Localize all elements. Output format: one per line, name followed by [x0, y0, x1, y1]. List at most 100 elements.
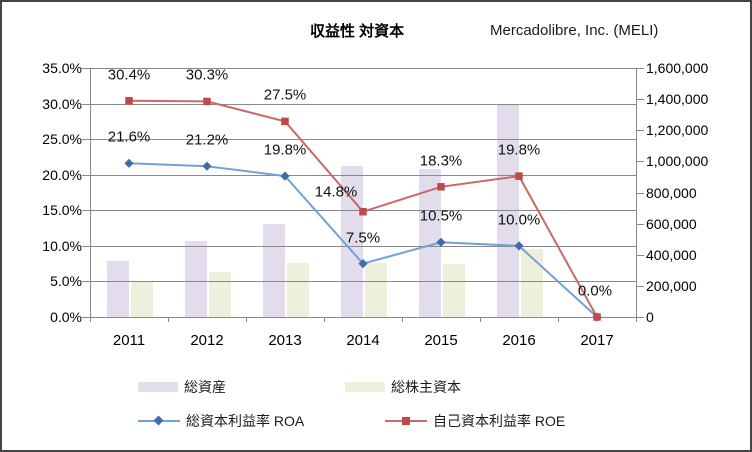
- y-axis-left-tick-label: 15.0%: [42, 202, 82, 218]
- legend-label-shareholders-equity: 総株主資本: [391, 379, 461, 395]
- y-axis-left-tick-label: 5.0%: [50, 273, 82, 289]
- y-axis-right-tick: [636, 130, 644, 131]
- legend-item-shareholders-equity[interactable]: 総株主資本: [345, 379, 461, 395]
- bar-total-assets[interactable]: [185, 241, 207, 317]
- y-axis-right-tick-label: 400,000: [646, 247, 697, 263]
- grid-line: [90, 175, 636, 176]
- roe-marker[interactable]: [203, 97, 211, 106]
- line-series-layer: [124, 96, 602, 322]
- data-label: 0.0%: [577, 282, 613, 300]
- y-axis-right-tick: [636, 224, 644, 225]
- y-axis-right-tick-label: 1,400,000: [646, 91, 709, 107]
- roe-marker[interactable]: [593, 313, 601, 321]
- x-axis-tick: [168, 317, 169, 322]
- shareholders-equity-swatch-icon: [345, 382, 385, 392]
- data-label: 30.4%: [107, 66, 151, 84]
- bar-shareholders-equity[interactable]: [365, 263, 387, 317]
- bar-total-assets[interactable]: [341, 166, 363, 317]
- y-axis-right-tick: [636, 193, 644, 194]
- bar-shareholders-equity[interactable]: [521, 249, 543, 317]
- y-axis-right-tick: [636, 317, 644, 318]
- bar-shareholders-equity[interactable]: [131, 282, 153, 317]
- roe-marker[interactable]: [281, 117, 289, 126]
- bar-total-assets[interactable]: [263, 224, 285, 317]
- total-assets-swatch-icon: [138, 382, 178, 392]
- bar-shareholders-equity[interactable]: [209, 272, 231, 317]
- roa-marker[interactable]: [280, 171, 290, 181]
- y-axis-left-tick: [82, 281, 90, 282]
- y-axis-left-tick: [82, 175, 90, 176]
- y-axis-right-tick-label: 1,600,000: [646, 60, 709, 76]
- data-label: 19.8%: [497, 141, 541, 159]
- roe-marker[interactable]: [515, 172, 523, 180]
- y-axis-right-tick: [636, 286, 644, 287]
- legend-item-roe[interactable]: 自己資本利益率 ROE: [385, 413, 565, 429]
- y-axis-left-tick-label: 35.0%: [42, 60, 82, 76]
- y-axis-right-tick-label: 600,000: [646, 216, 697, 232]
- roe-line-swatch-icon: [385, 415, 427, 427]
- y-axis-right-tick-label: 800,000: [646, 185, 697, 201]
- bar-shareholders-equity[interactable]: [443, 264, 465, 317]
- data-label: 27.5%: [263, 86, 307, 104]
- x-axis-tick-label: 2016: [502, 332, 536, 349]
- y-axis-right-tick-label: 0: [646, 309, 654, 325]
- grid-line: [90, 317, 636, 318]
- bar-total-assets[interactable]: [107, 261, 129, 317]
- y-axis-left-tick: [82, 68, 90, 69]
- x-axis-tick-label: 2011: [112, 332, 146, 349]
- y-axis-left-tick: [82, 246, 90, 247]
- y-axis-right-tick: [636, 68, 644, 69]
- roe-marker[interactable]: [359, 207, 367, 216]
- legend-label-roe: 自己資本利益率 ROE: [433, 413, 566, 429]
- data-label: 10.5%: [419, 207, 463, 225]
- y-axis-right-tick-label: 1,000,000: [646, 153, 709, 169]
- legend-item-total-assets[interactable]: 総資産: [138, 379, 226, 395]
- bar-shareholders-equity[interactable]: [287, 263, 309, 317]
- y-axis-right-tick: [636, 161, 644, 162]
- legend-label-roa: 総資本利益率 ROA: [186, 413, 305, 429]
- grid-line: [90, 139, 636, 140]
- y-axis-right-tick-label: 1,200,000: [646, 122, 709, 138]
- x-axis-tick: [480, 317, 481, 322]
- legend-item-roa[interactable]: 総資本利益率 ROA: [138, 413, 304, 429]
- grid-line: [90, 68, 636, 69]
- roa-marker[interactable]: [436, 237, 446, 247]
- grid-line: [90, 281, 636, 282]
- y-axis-left-line: [90, 68, 91, 318]
- x-axis-tick-label: 2015: [424, 332, 458, 349]
- grid-line: [90, 246, 636, 247]
- y-axis-left-tick: [82, 104, 90, 105]
- x-axis-tick-label: 2014: [346, 332, 380, 349]
- roe-marker[interactable]: [125, 96, 133, 105]
- y-axis-left-tick-label: 30.0%: [42, 96, 82, 112]
- y-axis-left-tick: [82, 317, 90, 318]
- grid-line: [90, 104, 636, 105]
- chart-subtitle: Mercadolibre, Inc. (MELI): [490, 22, 659, 39]
- bar-total-assets[interactable]: [497, 105, 519, 317]
- y-axis-left-tick-label: 20.0%: [42, 167, 82, 183]
- y-axis-left-tick: [82, 210, 90, 211]
- x-axis-tick: [636, 317, 637, 322]
- x-axis-tick: [90, 317, 91, 322]
- data-label: 19.8%: [263, 141, 307, 159]
- roa-marker[interactable]: [124, 158, 134, 168]
- data-label: 18.3%: [419, 152, 463, 170]
- roa-marker[interactable]: [514, 241, 524, 251]
- data-label: 10.0%: [497, 211, 541, 229]
- y-axis-right-tick-label: 200,000: [646, 278, 697, 294]
- roa-marker[interactable]: [202, 161, 212, 171]
- roe-marker[interactable]: [437, 183, 445, 191]
- x-axis-tick: [246, 317, 247, 322]
- roa-marker[interactable]: [358, 259, 368, 269]
- data-label: 21.6%: [107, 128, 151, 146]
- data-label: 14.8%: [314, 183, 358, 201]
- roa-line-swatch-icon: [138, 415, 180, 427]
- data-label: 30.3%: [185, 66, 229, 84]
- y-axis-left-tick-label: 25.0%: [42, 131, 82, 147]
- bar-total-assets[interactable]: [419, 169, 441, 317]
- y-axis-right-line: [636, 68, 637, 318]
- x-axis-tick: [402, 317, 403, 322]
- chart-title: 収益性 対資本: [310, 23, 405, 40]
- y-axis-right-tick: [636, 255, 644, 256]
